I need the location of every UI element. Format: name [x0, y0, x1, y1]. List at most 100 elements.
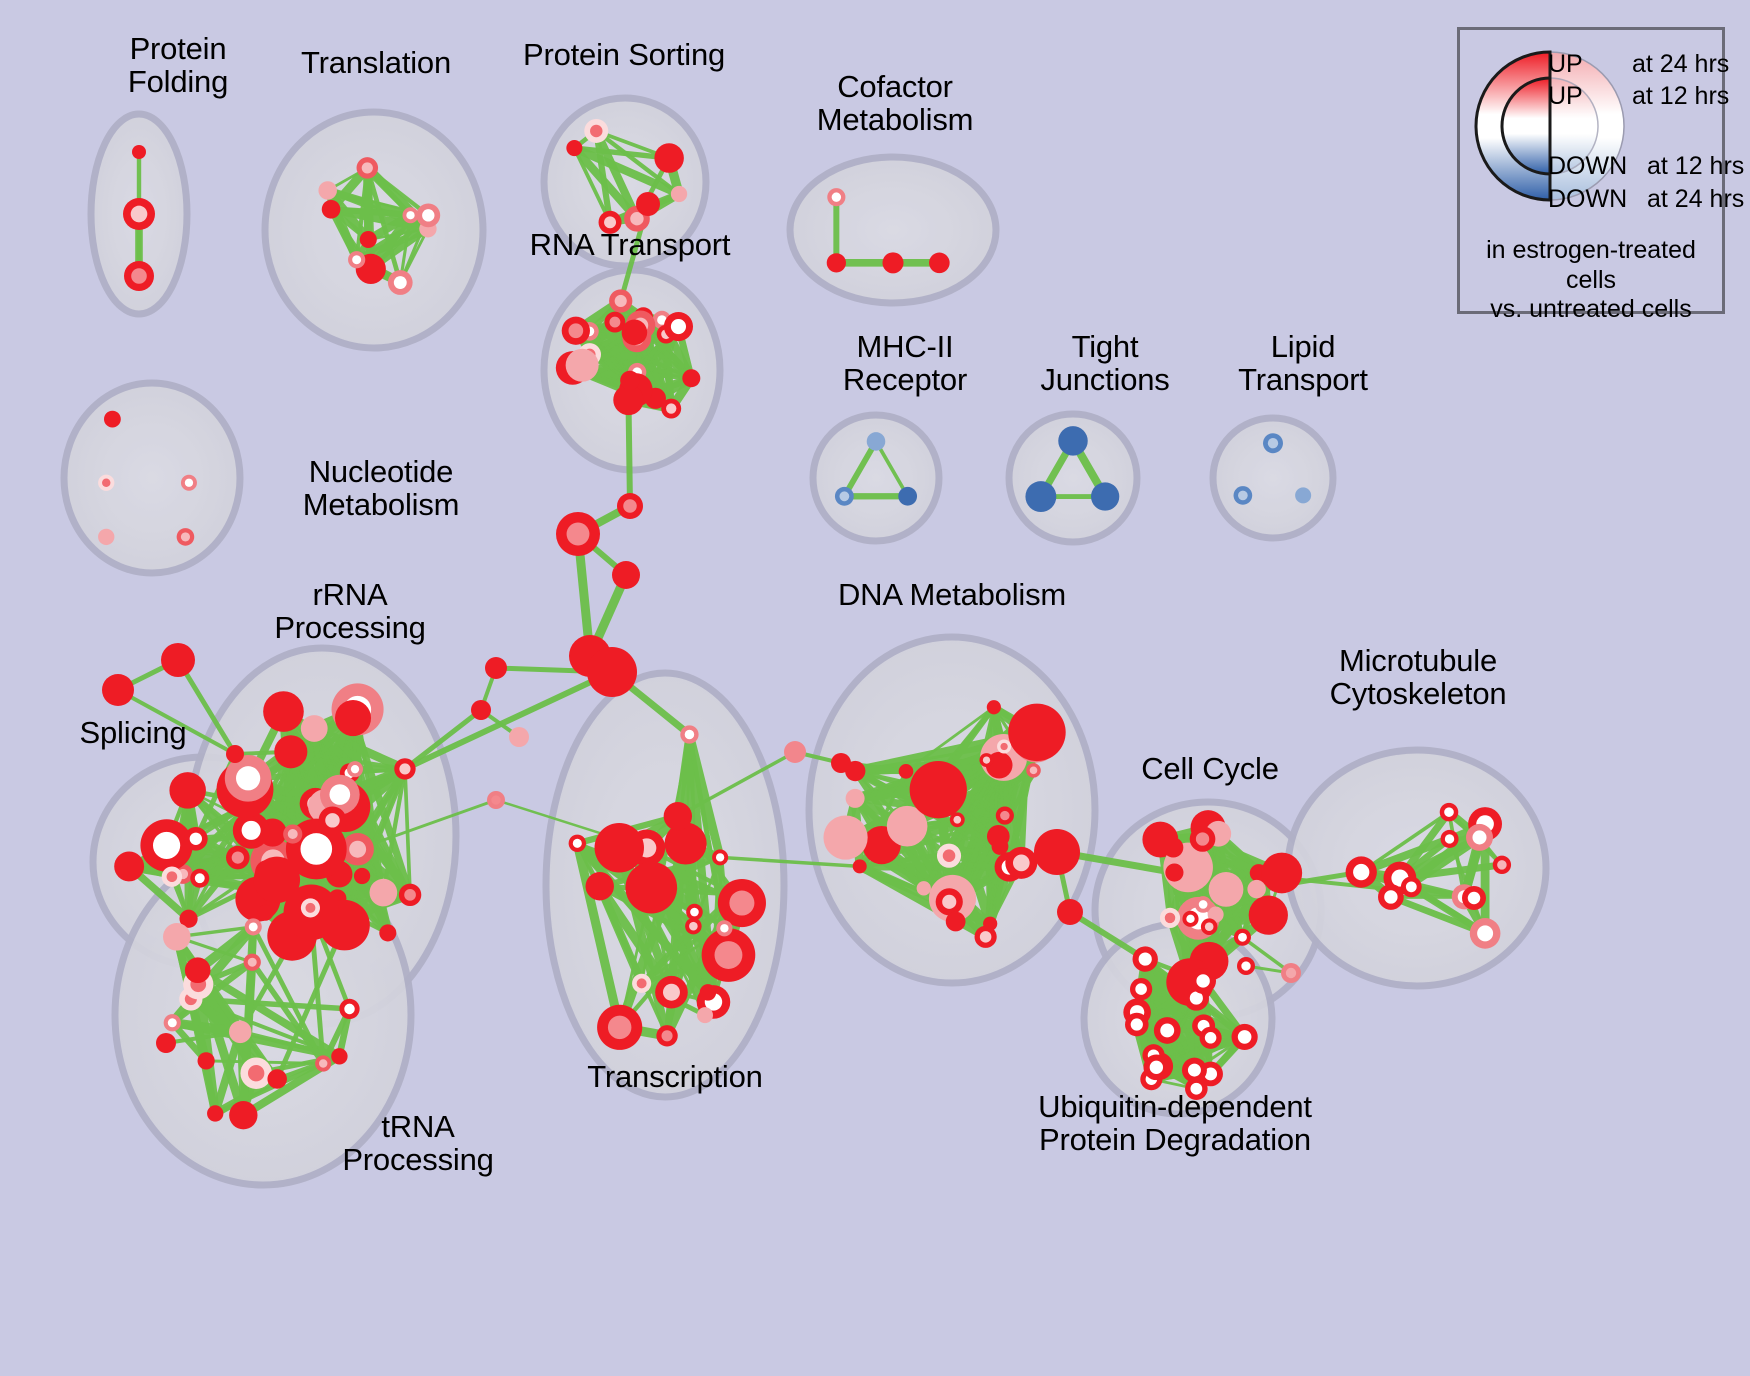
gene-node-mhc-ii-receptor — [898, 486, 918, 506]
gene-node-bridge — [226, 745, 244, 763]
network-edge — [354, 165, 370, 262]
legend-dir-2: DOWN — [1548, 152, 1628, 180]
gene-node-transcription — [696, 1007, 713, 1024]
network-edge — [625, 396, 633, 509]
network-edge — [573, 839, 713, 997]
gene-node-bridge — [617, 493, 643, 519]
gene-node-ubiquitin-degradation — [1132, 946, 1158, 972]
network-edge — [570, 143, 642, 223]
gene-node-trna-processing — [331, 1048, 348, 1065]
gene-node-cell-cycle — [1233, 928, 1251, 946]
gene-node-nucleotide-metabolism — [180, 474, 197, 491]
gene-node-bridge — [509, 727, 529, 747]
legend-box: UP at 24 hrs UP at 12 hrs DOWN at 12 hrs… — [1457, 27, 1744, 323]
network-edge — [381, 766, 408, 895]
gene-node-trna-processing — [229, 1020, 252, 1044]
network-edge — [841, 438, 879, 500]
gene-node-rrna-processing — [257, 904, 274, 921]
gene-node-transcription — [625, 861, 678, 914]
gene-node-protein-folding — [124, 261, 154, 291]
network-edge — [904, 705, 996, 773]
gene-node-dna-metabolism — [986, 825, 1010, 848]
gene-node-rna-transport — [621, 319, 648, 346]
gene-node-trna-processing — [339, 998, 360, 1020]
gene-node-trna-processing — [229, 1101, 258, 1130]
gene-node-protein-sorting — [654, 143, 684, 173]
gene-node-rrna-processing — [263, 691, 304, 732]
gene-node-translation — [387, 270, 413, 295]
gene-node-bridge — [102, 674, 134, 706]
gene-node-trna-processing — [163, 1014, 181, 1032]
gene-node-dna-metabolism — [845, 788, 865, 808]
gene-node-splicing — [226, 845, 250, 870]
gene-node-bridge — [485, 657, 507, 679]
gene-node-rrna-processing — [224, 754, 272, 802]
network-edge — [167, 1018, 245, 1037]
network-edge — [327, 206, 360, 263]
cluster-ellipse-mhc-ii-receptor — [809, 411, 943, 545]
gene-node-transcription — [655, 975, 688, 1009]
network-edge — [1067, 909, 1149, 963]
gene-node-transcription — [632, 973, 652, 993]
gene-node-protein-sorting — [598, 210, 622, 234]
gene-node-ubiquitin-degradation — [1143, 1054, 1170, 1081]
cluster-label-ubiquitin-degradation: Ubiquitin-dependent Protein Degradation — [1038, 1089, 1312, 1158]
gene-node-transcription — [699, 984, 717, 1001]
gene-node-dna-metabolism — [916, 881, 931, 896]
gene-node-lipid-transport — [1233, 486, 1253, 505]
gene-node-transcription — [656, 1025, 678, 1047]
cluster-label-microtubule-cytoskeleton: Microtubule Cytoskeleton — [1329, 643, 1507, 712]
gene-node-microtubule-cytoskeleton — [1439, 802, 1459, 822]
network-edge — [685, 730, 725, 862]
gene-node-mhc-ii-receptor — [866, 432, 886, 451]
gene-node-rna-transport — [682, 369, 701, 388]
network-edge — [175, 657, 238, 757]
gene-node-rna-transport — [613, 384, 644, 416]
legend-time-3: at 24 hrs — [1647, 185, 1745, 213]
network-edge — [597, 884, 670, 1038]
gene-node-bridge — [1462, 886, 1486, 910]
gene-node-bridge — [487, 791, 505, 809]
gene-node-splicing — [161, 866, 183, 887]
gene-node-translation — [402, 207, 419, 224]
gene-node-dna-metabolism — [898, 764, 914, 779]
gene-node-dna-metabolism — [886, 805, 928, 847]
gene-node-bridge — [1034, 829, 1080, 875]
gene-node-ubiquitin-degradation — [1181, 1057, 1207, 1083]
gene-node-rna-transport — [620, 370, 640, 391]
gene-node-dna-metabolism — [986, 700, 1001, 715]
gene-node-cell-cycle — [1165, 863, 1184, 882]
cluster-label-transcription: Transcription — [587, 1059, 763, 1094]
gene-node-protein-sorting — [584, 119, 609, 143]
gene-node-nucleotide-metabolism — [103, 410, 121, 428]
gene-node-microtubule-cytoskeleton — [1400, 876, 1422, 898]
gene-node-lipid-transport — [1295, 487, 1312, 504]
gene-node-dna-metabolism — [1026, 763, 1041, 778]
network-edge — [356, 798, 498, 851]
gene-node-cell-cycle — [1248, 895, 1288, 935]
gene-node-bridge — [1237, 957, 1255, 975]
network-edge — [185, 854, 242, 923]
gene-node-ubiquitin-degradation — [1125, 1012, 1149, 1037]
gene-node-cofactor-metabolism — [929, 252, 950, 274]
network-edge — [402, 707, 484, 772]
gene-node-dna-metabolism — [995, 806, 1014, 825]
gene-node-transcription — [664, 822, 707, 865]
gene-node-trna-processing — [267, 1069, 287, 1089]
network-edge — [592, 126, 641, 223]
gene-node-rrna-processing — [318, 806, 347, 835]
gene-node-bridge — [612, 561, 640, 589]
gene-node-cell-cycle — [1189, 826, 1216, 852]
legend-dir-1: UP — [1548, 82, 1583, 110]
gene-node-translation — [321, 199, 341, 219]
gene-node-transcription — [685, 917, 702, 935]
gene-node-lipid-transport — [1263, 433, 1283, 454]
gene-node-dna-metabolism — [823, 815, 868, 860]
gene-node-dna-metabolism — [979, 753, 994, 768]
gene-node-microtubule-cytoskeleton — [1469, 918, 1501, 949]
gene-node-microtubule-cytoskeleton — [1440, 829, 1459, 848]
gene-node-protein-folding — [123, 198, 155, 230]
gene-node-transcription — [597, 1004, 643, 1050]
network-edge — [1359, 810, 1451, 874]
